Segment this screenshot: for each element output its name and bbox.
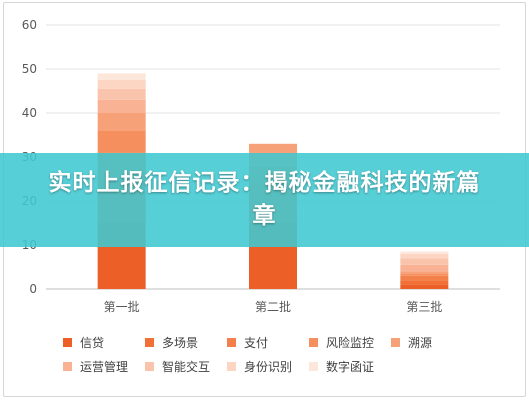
legend-swatch — [309, 362, 318, 371]
bar-segment — [97, 73, 146, 80]
bar-segment — [400, 253, 449, 259]
legend-label: 运营管理 — [80, 359, 128, 374]
legend-label: 风险监控 — [326, 335, 374, 350]
legend-swatch — [391, 338, 400, 347]
legend-label: 信贷 — [80, 336, 104, 350]
legend-label: 身份识别 — [244, 359, 292, 374]
bar-segment — [400, 258, 449, 265]
legend-label: 智能交互 — [162, 359, 210, 374]
legend-label: 溯源 — [408, 335, 432, 350]
x-tick-label: 第二批 — [255, 299, 291, 314]
bar-segment — [97, 130, 146, 153]
bar-segment — [400, 275, 449, 281]
bar-segment — [97, 88, 146, 100]
bar-segment — [400, 273, 449, 276]
y-tick-label: 60 — [22, 18, 37, 32]
legend-label: 支付 — [244, 336, 268, 350]
legend-swatch — [145, 362, 154, 371]
x-tick-label: 第三批 — [406, 299, 442, 314]
legend-swatch — [227, 362, 236, 371]
bar-segment — [97, 113, 146, 131]
legend-swatch — [63, 362, 72, 371]
legend-swatch — [63, 338, 72, 347]
bar-segment — [97, 99, 146, 113]
y-tick-label: 40 — [22, 106, 37, 120]
legend-label: 数字函证 — [326, 359, 374, 374]
bar-segment — [249, 143, 297, 153]
title-banner: 实时上报征信记录：揭秘金融科技的新篇章 — [0, 153, 529, 247]
legend-swatch — [227, 338, 236, 347]
bar-segment — [400, 280, 449, 285]
bar-segment — [400, 271, 449, 274]
banner-title: 实时上报征信记录：揭秘金融科技的新篇章 — [48, 170, 481, 229]
legend-swatch — [309, 338, 318, 347]
bar-segment — [400, 251, 449, 254]
bar-segment — [400, 284, 449, 289]
legend-swatch — [145, 338, 154, 347]
bar-segment — [97, 80, 146, 89]
legend-label: 多场景 — [162, 336, 198, 350]
bar-segment — [400, 264, 449, 272]
y-tick-label: 50 — [22, 62, 37, 76]
x-tick-label: 第一批 — [104, 299, 140, 314]
y-tick-label: 0 — [29, 282, 37, 296]
